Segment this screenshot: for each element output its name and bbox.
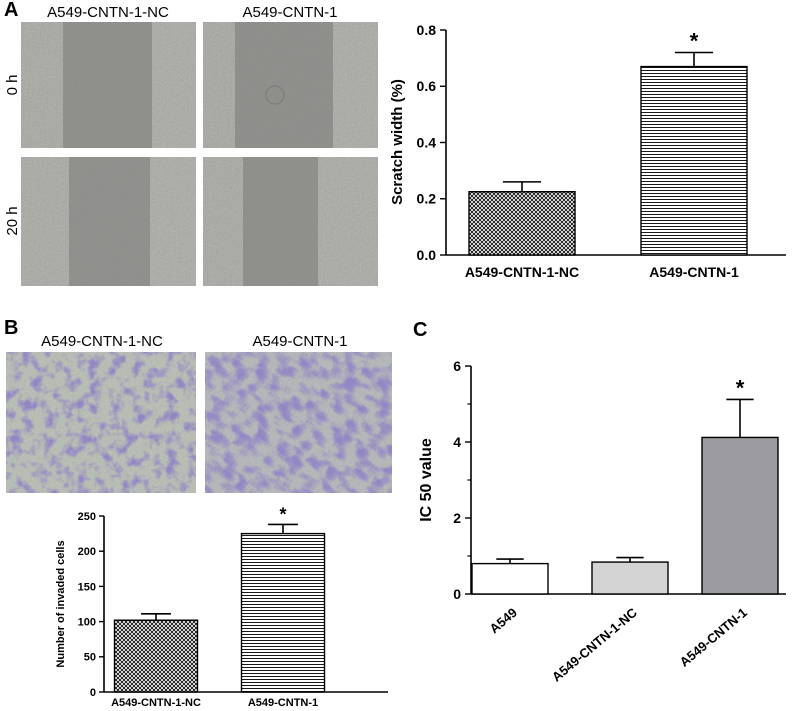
chart-b-y-tick-label: 250 bbox=[78, 511, 96, 523]
chart-a-y-tick-label: 0.8 bbox=[417, 22, 437, 38]
chart-b-y-axis-title: Number of invaded cells bbox=[55, 540, 67, 667]
chart-c-bar bbox=[591, 561, 669, 595]
chart-b-y-tick-label: 150 bbox=[78, 581, 96, 593]
chart-c-x-tick-label: A549-CNTN-1-NC bbox=[549, 604, 640, 684]
micrograph-row-label-0h: 0 h bbox=[4, 75, 21, 96]
chart-b-x-tick-label: A549-CNTN-1 bbox=[248, 697, 318, 709]
panel-label-b: B bbox=[4, 317, 18, 339]
chart-b-y-tick-label: 200 bbox=[78, 546, 96, 558]
chart-b-y-tick-label: 50 bbox=[84, 652, 96, 664]
chart-b-y-tick-label: 100 bbox=[78, 616, 96, 628]
micrograph-row-label-20h: 20 h bbox=[4, 206, 21, 235]
chart-c-bar bbox=[471, 562, 549, 595]
panel-label-a: A bbox=[4, 0, 18, 21]
chart-a-bar bbox=[468, 191, 576, 256]
chart-invaded-cells: 0 50 100 150 200 250 Number of invaded cells A5… bbox=[55, 504, 388, 709]
chart-b-x-tick-label: A549-CNTN-1-NC bbox=[111, 697, 201, 709]
chart-a-y-tick-label: 0.4 bbox=[417, 134, 437, 150]
chart-a-y-axis-title: Scratch width (%) bbox=[389, 79, 406, 205]
chart-b-significance-marker: * bbox=[279, 504, 286, 524]
chart-a-significance-marker: * bbox=[690, 29, 699, 54]
chart-scratch-width: 0.0 0.2 0.4 0.6 0.8 Scratch width (%) A549-CNT… bbox=[389, 22, 786, 280]
chart-c-y-tick-label: 2 bbox=[453, 510, 461, 526]
transwell-micrograph-cntn1 bbox=[205, 352, 392, 493]
chart-a-x-tick-label: A549-CNTN-1 bbox=[649, 264, 739, 280]
transwell-column-label-cntn1: A549-CNTN-1 bbox=[252, 333, 347, 350]
chart-c-y-tick-label: 4 bbox=[453, 434, 461, 450]
chart-a-y-tick-label: 0.2 bbox=[417, 191, 437, 207]
transwell-micrograph-nc bbox=[6, 352, 196, 493]
transwell-column-label-nc: A549-CNTN-1-NC bbox=[41, 333, 163, 350]
micrograph-column-label-nc: A549-CNTN-1-NC bbox=[47, 4, 169, 21]
chart-b-bar bbox=[240, 532, 326, 693]
chart-ic50: 0 2 4 6 IC 50 value A549 A549-CNTN-1-NC * A549-C… bbox=[418, 358, 786, 685]
chart-c-significance-marker: * bbox=[736, 375, 745, 400]
chart-b-y-tick-label: 0 bbox=[90, 687, 96, 699]
micrograph-column-label-cntn1: A549-CNTN-1 bbox=[242, 4, 337, 21]
chart-c-bar bbox=[701, 436, 779, 595]
scratch-micrograph-cntn1-0h bbox=[203, 22, 378, 148]
scratch-micrograph-nc-0h bbox=[21, 22, 196, 148]
panel-label-c: C bbox=[413, 319, 427, 341]
chart-c-y-axis-title: IC 50 value bbox=[418, 438, 435, 522]
chart-c-y-tick-label: 6 bbox=[453, 358, 461, 374]
chart-c-y-tick-label: 0 bbox=[453, 586, 461, 602]
chart-a-bar bbox=[640, 65, 748, 256]
chart-c-x-tick-label: A549-CNTN-1 bbox=[677, 605, 750, 670]
chart-c-x-tick-label: A549 bbox=[486, 605, 519, 636]
scratch-micrograph-cntn1-20h bbox=[203, 157, 378, 286]
chart-a-y-tick-label: 0.0 bbox=[417, 247, 437, 263]
chart-a-x-tick-label: A549-CNTN-1-NC bbox=[465, 264, 579, 280]
scratch-micrograph-nc-20h bbox=[21, 157, 196, 286]
chart-b-bar bbox=[113, 619, 199, 693]
chart-a-y-tick-label: 0.6 bbox=[417, 78, 437, 94]
